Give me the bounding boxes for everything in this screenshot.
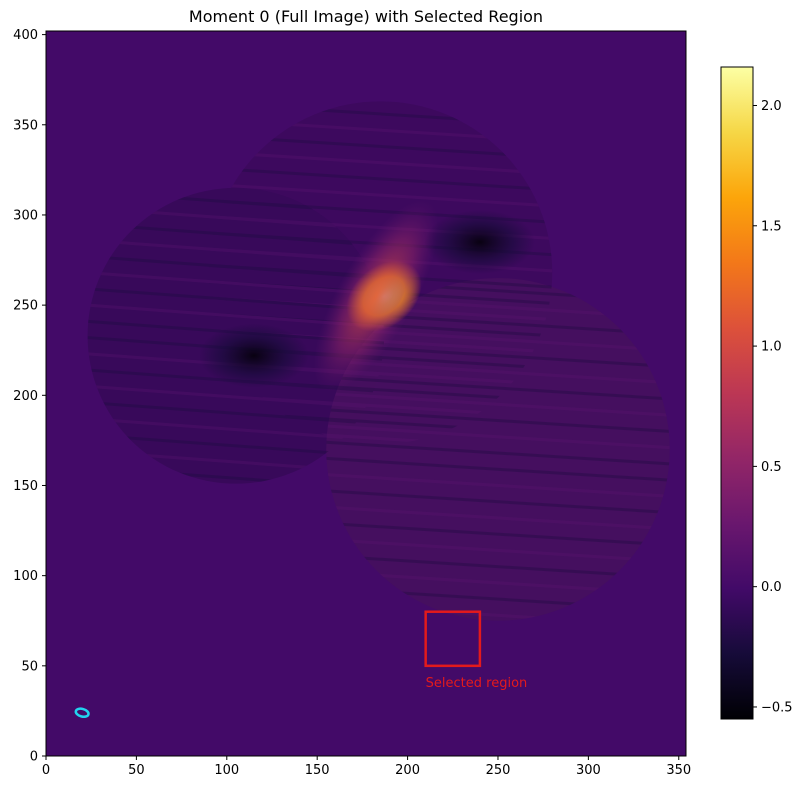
beam-ellipse: [74, 707, 90, 719]
x-tick-label: 350: [666, 763, 691, 778]
x-tick-label: 300: [576, 763, 601, 778]
x-tick-label: 0: [42, 763, 50, 778]
y-axis: 0 50 100 150 200 250 300 350 400: [13, 28, 46, 765]
y-tick-label: 150: [13, 479, 38, 494]
absorption-trough-4: [424, 210, 535, 275]
y-tick-label: 200: [13, 389, 38, 404]
x-axis: 0 50 100 150 200 250 300 350: [42, 756, 691, 778]
emission-field-3: [326, 278, 670, 621]
y-tick-label: 250: [13, 299, 38, 314]
chart-title: Moment 0 (Full Image) with Selected Regi…: [189, 7, 543, 26]
x-tick-label: 200: [395, 763, 420, 778]
selected-region-box: [424, 610, 482, 668]
plot-area: Selected region: [45, 30, 687, 757]
emission-ridge: [313, 200, 439, 392]
colorbar-tick-label: 1.0: [761, 340, 782, 355]
x-tick-label: 250: [486, 763, 511, 778]
colorbar-tick-label: 0.5: [761, 460, 782, 475]
y-tick-label: 300: [13, 208, 38, 223]
y-tick-label: 400: [13, 28, 38, 43]
plot-frame: [45, 30, 687, 757]
colorbar-tick-label: 1.5: [761, 219, 782, 234]
absorption-trough-3: [198, 323, 309, 388]
y-tick-label: 50: [21, 659, 38, 674]
colorbar: −0.5 0.0 0.5 1.0 1.5 2.0: [720, 66, 793, 720]
y-tick-label: 350: [13, 118, 38, 133]
x-tick-label: 150: [305, 763, 330, 778]
colorbar-tick-label: 0.0: [761, 580, 782, 595]
selected-region-label: Selected region: [426, 676, 528, 691]
y-tick-label: 0: [30, 750, 38, 765]
colorbar-tick-label: −0.5: [761, 700, 793, 715]
y-tick-label: 100: [13, 569, 38, 584]
x-tick-label: 50: [128, 763, 145, 778]
x-tick-label: 100: [214, 763, 239, 778]
colorbar-gradient: [720, 66, 754, 720]
colorbar-tick-label: 2.0: [761, 99, 782, 114]
